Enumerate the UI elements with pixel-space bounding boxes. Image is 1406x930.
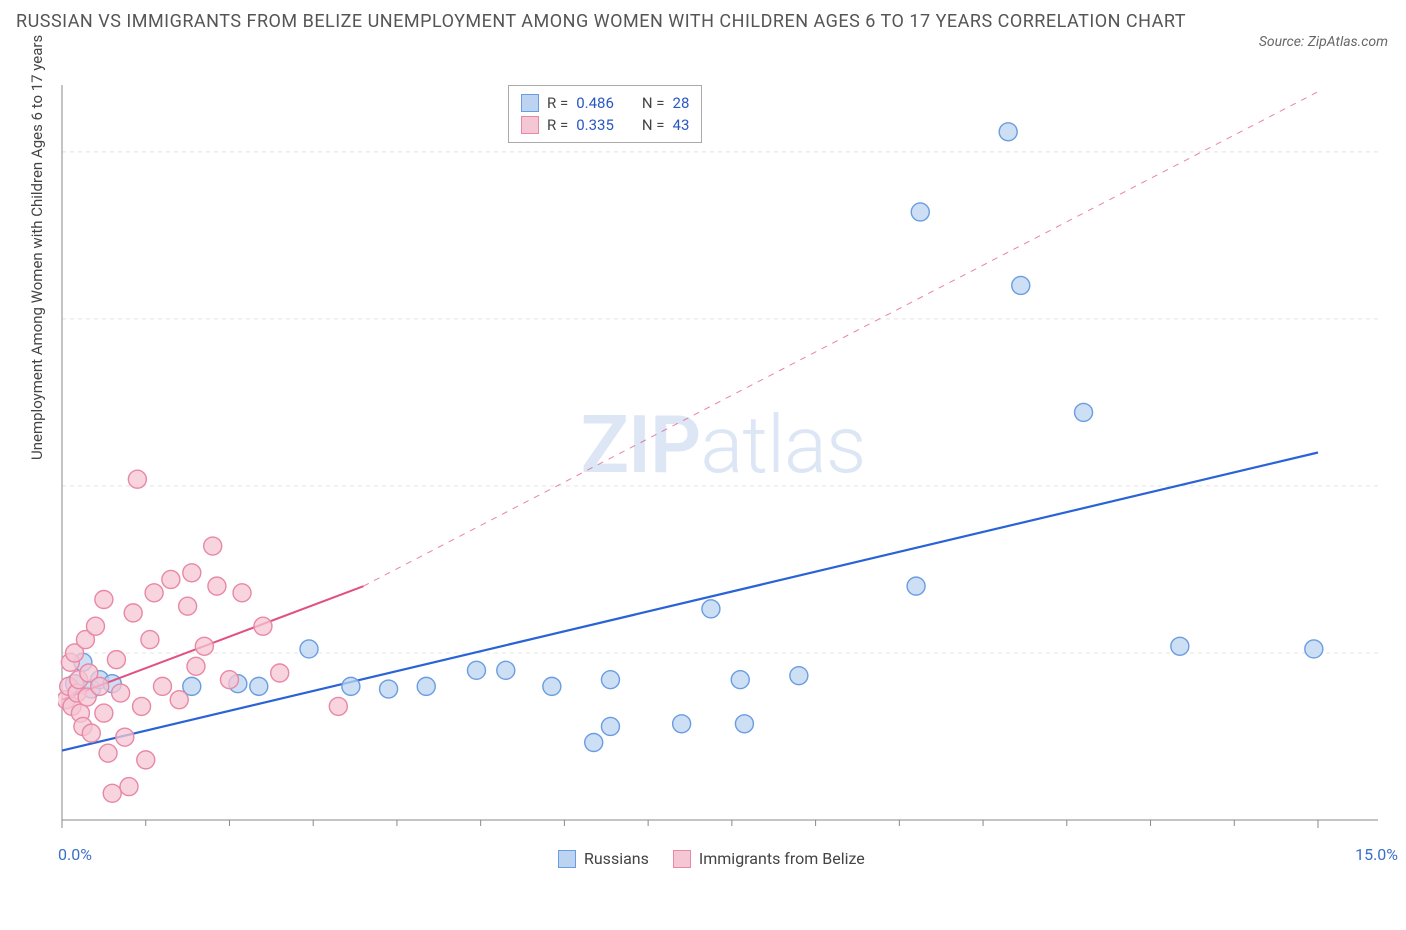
legend-label: Russians — [584, 849, 649, 868]
legend-swatch — [521, 116, 539, 134]
chart-title: RUSSIAN VS IMMIGRANTS FROM BELIZE UNEMPL… — [16, 8, 1226, 35]
r-label: R = — [547, 116, 568, 134]
legend-item: Immigrants from Belize — [673, 849, 865, 868]
legend-row: R = 0.486 N = 28 — [521, 92, 689, 114]
correlation-legend: R = 0.486 N = 28 R = 0.335 N = 43 — [508, 85, 702, 143]
series-legend: Russians Immigrants from Belize — [558, 849, 865, 868]
source-attribution: Source: ZipAtlas.com — [1259, 34, 1388, 50]
r-label: R = — [547, 94, 568, 112]
n-value: 28 — [673, 94, 690, 112]
chart-area: ZIPatlas R =0.486N =28R =0.335N =43 Russ… — [58, 80, 1388, 840]
n-value: 43 — [673, 116, 690, 134]
legend-swatch — [521, 94, 539, 112]
legend-item: Russians — [558, 849, 649, 868]
r-value: 0.335 — [576, 116, 614, 134]
legend-swatch — [558, 850, 576, 868]
x-tick-min: 0.0% — [58, 845, 92, 864]
x-tick-max: 15.0% — [1355, 845, 1398, 864]
y-axis-label: Unemployment Among Women with Children A… — [28, 35, 46, 460]
legend-swatch — [673, 850, 691, 868]
r-value: 0.486 — [576, 94, 614, 112]
scatter-plot — [58, 80, 1388, 840]
legend-label: Immigrants from Belize — [699, 849, 865, 868]
n-label: N = — [642, 116, 665, 134]
n-label: N = — [642, 94, 665, 112]
legend-row: R = 0.335 N = 43 — [521, 114, 689, 136]
